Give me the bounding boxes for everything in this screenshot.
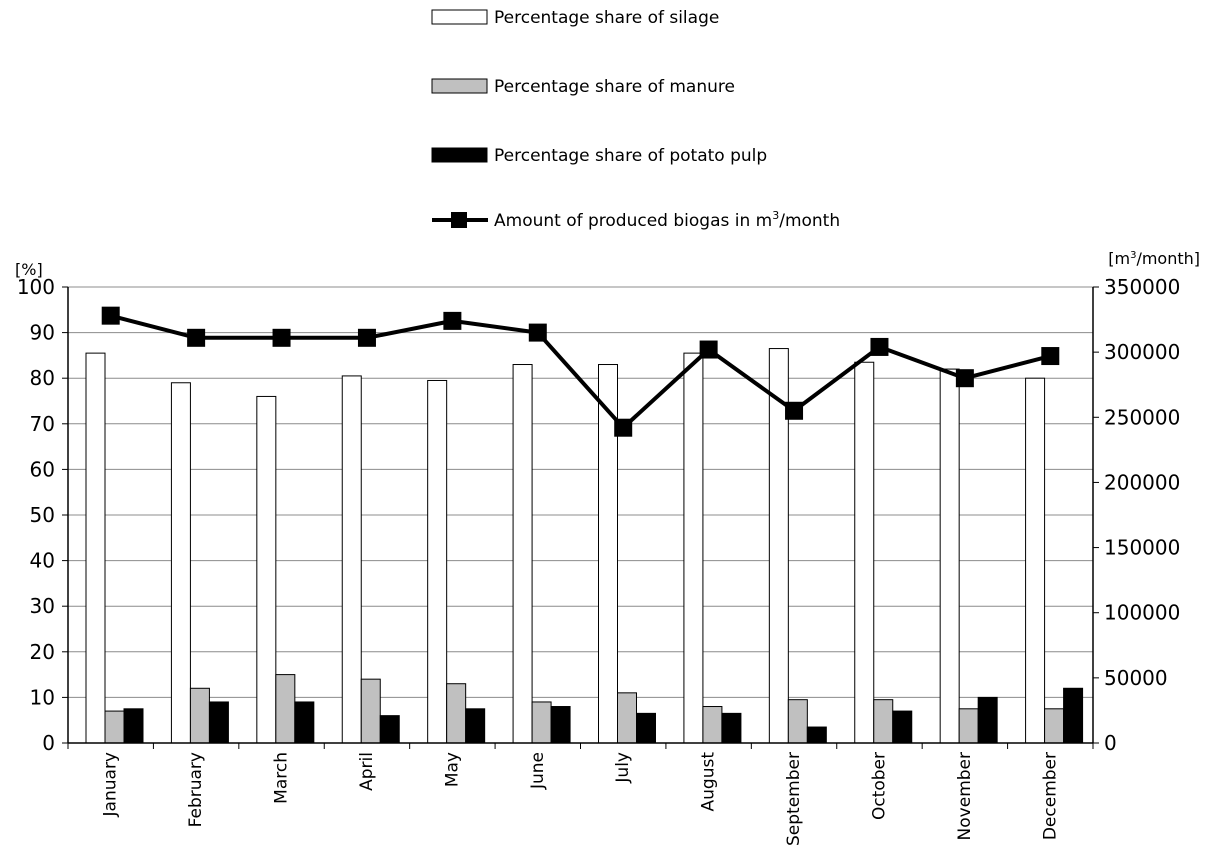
right-axis-unit-label: [m3/month] — [1108, 249, 1200, 268]
category-label: December — [1040, 752, 1060, 840]
bar-manure — [360, 678, 381, 744]
bar-silage — [85, 352, 106, 744]
left-tick-label: 10 — [30, 685, 55, 709]
biogas-marker — [614, 418, 633, 437]
bar-potato-pulp — [892, 710, 913, 744]
legend-label: Percentage share of manure — [494, 77, 735, 97]
bar-potato-pulp — [721, 712, 742, 744]
legend: Percentage share of silage Percentage sha… — [431, 8, 840, 231]
category-label: April — [357, 752, 377, 791]
left-tick-label: 30 — [30, 594, 55, 618]
category-label: January — [101, 752, 121, 817]
bar-manure — [104, 710, 125, 744]
category-label: February — [186, 752, 206, 827]
bar-manure — [1044, 708, 1065, 744]
axes — [62, 286, 1099, 749]
bar-manure — [617, 692, 637, 744]
left-tick-label: 40 — [30, 549, 55, 573]
biogas-marker — [272, 328, 291, 347]
bar-manure — [787, 699, 808, 744]
bar-silage — [1025, 377, 1046, 744]
left-axis-unit-label: [%] — [15, 260, 43, 279]
biogas-marker — [357, 328, 376, 347]
bar-potato-pulp — [294, 701, 315, 744]
left-tick-label: 60 — [30, 457, 55, 481]
biogas-line-series — [101, 306, 1060, 437]
right-tick-label: 300000 — [1104, 340, 1180, 364]
category-label: May — [442, 752, 462, 787]
bar-potato-pulp — [208, 701, 229, 744]
bar-silage — [683, 352, 704, 744]
biogas-marker — [785, 401, 804, 420]
legend-label: Amount of produced biogas in m3/month — [494, 209, 840, 231]
bar-silage — [427, 379, 448, 744]
bar-potato-pulp — [379, 715, 400, 744]
bar-silage — [854, 361, 875, 744]
right-tick-label: 100000 — [1104, 601, 1180, 625]
legend-swatch — [431, 9, 488, 25]
bar-silage — [939, 368, 960, 744]
gridlines — [68, 286, 1093, 698]
biogas-marker — [101, 306, 120, 325]
bar-manure — [275, 674, 296, 744]
left-tick-label: 70 — [30, 412, 55, 436]
legend-swatch — [431, 78, 488, 94]
legend-label: Percentage share of silage — [494, 8, 719, 28]
bar-potato-pulp — [977, 696, 998, 744]
bar-manure — [531, 701, 552, 744]
biogas-marker — [870, 337, 889, 356]
category-label: July — [613, 752, 633, 784]
left-tick-label: 50 — [30, 503, 55, 527]
left-tick-label: 100 — [17, 275, 55, 299]
right-tick-label: 50000 — [1104, 666, 1168, 690]
bar-potato-pulp — [465, 708, 486, 744]
category-label: September — [784, 752, 804, 846]
right-tick-label: 150000 — [1104, 536, 1180, 560]
legend-line-marker — [451, 212, 467, 228]
bar-silage — [256, 395, 277, 744]
left-tick-label: 80 — [30, 366, 55, 390]
bar-silage — [170, 382, 191, 744]
right-tick-label: 0 — [1104, 731, 1117, 755]
biogas-marker — [443, 311, 462, 330]
category-label: November — [955, 752, 975, 840]
left-tick-label: 20 — [30, 640, 55, 664]
bar-manure — [873, 699, 894, 744]
biogas-marker — [528, 323, 547, 342]
left-tick-label: 90 — [30, 321, 55, 345]
category-label: March — [272, 752, 292, 804]
bar-potato-pulp — [550, 706, 571, 744]
bar-potato-pulp — [806, 726, 827, 744]
bar-manure — [189, 687, 210, 744]
bar-potato-pulp — [636, 712, 656, 744]
bars — [85, 348, 1084, 744]
bar-manure — [446, 683, 467, 744]
legend-label: Percentage share of potato pulp — [494, 146, 767, 166]
legend-swatch — [431, 147, 488, 163]
category-label: October — [869, 752, 889, 820]
right-tick-label: 200000 — [1104, 470, 1180, 494]
biogas-line — [110, 313, 1051, 430]
left-tick-label: 0 — [42, 731, 55, 755]
bar-manure — [702, 706, 723, 744]
bar-silage — [512, 364, 533, 744]
bar-potato-pulp — [123, 708, 144, 744]
bar-manure — [958, 708, 979, 744]
tick-labels: 0 10 20 30 40 50 60 70 80 90 100 0 50000 100000 150000… — [17, 275, 1181, 846]
biogas-marker — [955, 369, 974, 388]
biogas-marker — [187, 328, 206, 347]
right-tick-label: 350000 — [1104, 275, 1180, 299]
bar-potato-pulp — [1063, 687, 1084, 744]
category-label: August — [699, 752, 719, 812]
biogas-marker — [1041, 347, 1060, 366]
category-label: June — [528, 752, 548, 790]
bar-silage — [341, 375, 362, 744]
right-tick-label: 250000 — [1104, 405, 1180, 429]
biogas-marker — [699, 340, 718, 359]
